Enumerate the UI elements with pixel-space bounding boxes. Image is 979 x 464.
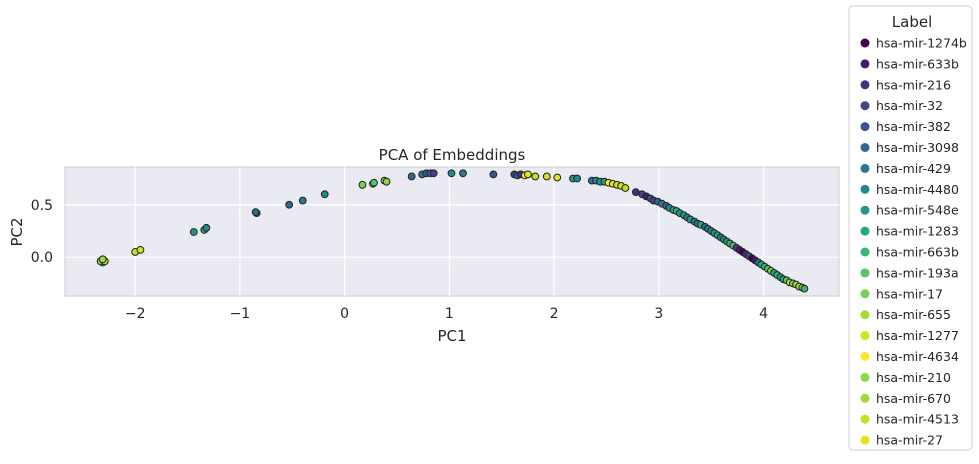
legend-marker (860, 143, 870, 152)
legend: Label hsa-mir-1274b hsa-mir-633b hsa-mir-2… (848, 5, 973, 451)
legend-label: hsa-mir-216 (876, 77, 951, 92)
legend-entries: hsa-mir-1274b hsa-mir-633b hsa-mir-216 hsa-… (860, 36, 967, 448)
y-axis-label: PC2 (8, 217, 26, 246)
legend-marker (860, 352, 870, 361)
legend-label: hsa-mir-210 (876, 370, 951, 385)
scatter-point (621, 184, 630, 192)
scatter-point (429, 169, 438, 178)
legend-label: hsa-mir-663b (876, 245, 959, 260)
scatter-point (524, 170, 532, 179)
y-tick-labels: 0.0 0.5 (31, 198, 53, 266)
legend-label: hsa-mir-382 (876, 119, 951, 134)
legend-label: hsa-mir-633b (876, 56, 959, 71)
scatter-point (298, 196, 307, 205)
scatter-point (136, 245, 145, 254)
legend-marker (860, 435, 870, 445)
legend-marker (860, 247, 870, 257)
legend-label: hsa-mir-670 (876, 391, 951, 406)
legend-label: hsa-mir-1274b (876, 36, 967, 51)
scatter-point (189, 228, 198, 236)
legend-title: Label (892, 13, 932, 31)
x-axis-label: PC1 (437, 327, 466, 345)
legend-label: hsa-mir-4480 (876, 182, 959, 197)
legend-marker (860, 38, 870, 48)
legend-marker (860, 59, 870, 69)
scatter-point (531, 172, 540, 181)
legend-label: hsa-mir-655 (876, 307, 951, 322)
grid-lines (65, 167, 839, 296)
legend-marker (860, 393, 870, 403)
x-tick-label: 1 (445, 306, 454, 322)
y-tick-label: 0.5 (31, 198, 53, 214)
scatter-point (573, 174, 582, 183)
legend-label: hsa-mir-3098 (876, 140, 959, 155)
legend-label: hsa-mir-32 (876, 98, 943, 113)
legend-marker (860, 122, 870, 132)
legend-marker (860, 310, 870, 320)
legend-box (848, 5, 973, 451)
legend-marker (860, 101, 870, 111)
legend-marker (860, 80, 870, 90)
scatter-point (631, 188, 640, 197)
scatter-point (358, 180, 367, 189)
scatter-point (251, 208, 260, 216)
scatter-point (553, 173, 562, 182)
legend-marker (860, 289, 870, 299)
legend-marker (860, 205, 870, 215)
legend-label: hsa-mir-17 (876, 286, 943, 301)
scatter-point (489, 170, 498, 179)
scatter-point (98, 255, 107, 264)
x-tick-label: 4 (759, 306, 768, 322)
scatter-points (96, 169, 809, 293)
legend-marker (860, 163, 870, 173)
x-tick-label: 3 (654, 306, 663, 322)
legend-label: hsa-mir-4634 (876, 349, 959, 364)
legend-marker (860, 184, 870, 194)
x-tick-label: 0 (340, 306, 349, 322)
scatter-point (202, 223, 211, 232)
x-tick-label: 2 (550, 306, 559, 322)
scatter-point (800, 284, 809, 293)
scatter-point (447, 169, 456, 178)
legend-label: hsa-mir-429 (876, 161, 951, 176)
legend-label: hsa-mir-27 (876, 433, 943, 448)
chart-title: PCA of Embeddings (379, 146, 526, 164)
scatter-point (320, 190, 329, 199)
legend-label: hsa-mir-1283 (876, 224, 959, 239)
x-tick-label: −1 (230, 306, 251, 322)
legend-label: hsa-mir-193a (876, 265, 959, 280)
y-tick-label: 0.0 (31, 250, 53, 266)
legend-marker (860, 226, 870, 236)
scatter-point (382, 177, 391, 186)
legend-label: hsa-mir-4513 (876, 412, 959, 427)
scatter-point (285, 200, 294, 209)
legend-marker (860, 331, 870, 341)
scatter-point (459, 169, 467, 178)
legend-label: hsa-mir-548e (876, 203, 959, 218)
legend-marker (860, 268, 870, 278)
scatter-point (407, 172, 416, 181)
legend-marker (860, 414, 870, 424)
scatter-point (542, 172, 551, 181)
x-tick-label: −2 (125, 306, 146, 322)
legend-label: hsa-mir-1277 (876, 328, 959, 343)
legend-marker (860, 372, 870, 382)
x-tick-labels: −2 −1 0 1 2 3 4 (125, 306, 768, 322)
plot-area (64, 166, 840, 297)
scatter-point (370, 178, 378, 187)
